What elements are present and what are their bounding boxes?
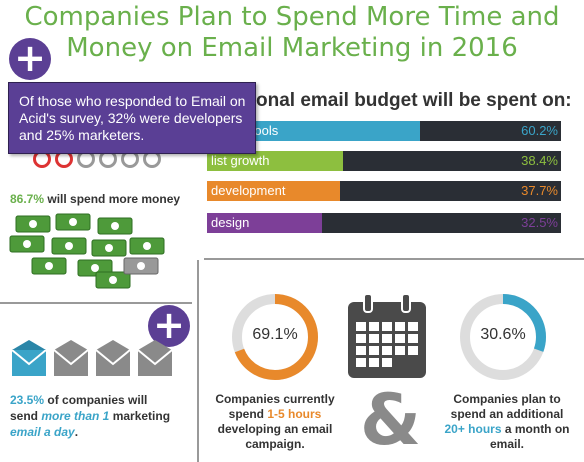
envelope-icon	[96, 340, 130, 376]
stat-text: Companies plan to	[453, 392, 561, 406]
budget-bar-fill	[207, 213, 322, 233]
stat-text: spend an additional	[450, 407, 564, 421]
divider	[0, 302, 192, 304]
envelope-icon	[138, 340, 172, 376]
additional-hours-stat: Companies plan to spend an additional 20…	[432, 392, 582, 452]
budget-bar-value: 38.4%	[521, 153, 558, 168]
spend-more-text: will spend more money	[44, 192, 181, 206]
envelope-icon	[11, 340, 47, 376]
divider	[197, 260, 199, 462]
calendar-icon	[348, 293, 426, 378]
donut-1-value: 69.1%	[252, 326, 298, 343]
budget-heading: onal email budget will be spent on:	[256, 90, 572, 111]
donut-chart-hours	[232, 294, 318, 380]
email-stat-text: .	[74, 425, 79, 439]
budget-bar: design 32.5%	[207, 213, 561, 233]
email-stat-highlight: email a day	[10, 425, 75, 439]
divider	[204, 258, 584, 260]
stat-highlight: 1-5 hours	[267, 407, 322, 421]
expand-plus-button[interactable]: +	[9, 38, 51, 80]
donut-2-value: 30.6%	[480, 326, 526, 343]
stat-text: spend	[228, 407, 268, 421]
current-hours-stat: Companies currently spend 1-5 hours deve…	[206, 392, 344, 452]
info-tooltip: Of those who responded to Email on Acid'…	[8, 82, 256, 154]
budget-bar-fill	[207, 181, 340, 201]
donut-chart-additional-hours	[460, 294, 546, 380]
money-stack-icon	[9, 213, 165, 289]
budget-bar-fill	[207, 121, 420, 141]
donut-1-arc	[232, 294, 318, 380]
budget-bar: list growth 38.4%	[207, 151, 561, 171]
spend-more-stat: 86.7% will spend more money	[10, 192, 180, 206]
budget-bar: development 37.7%	[207, 181, 561, 201]
budget-bar-value: 37.7%	[521, 183, 558, 198]
plus-icon: +	[14, 36, 46, 80]
donut-2-arc	[460, 294, 546, 380]
email-stat-text: send	[10, 409, 42, 423]
title-line-1: Companies Plan to Spend More Time and	[24, 2, 560, 32]
ampersand-graphic: &	[360, 379, 422, 461]
page-title: Companies Plan to Spend More Time and Mo…	[0, 2, 584, 64]
budget-bar-label: design	[211, 215, 250, 230]
envelope-icons-row	[11, 340, 173, 376]
stat-text: developing an email	[217, 422, 333, 436]
email-stat-pct: 23.5%	[10, 393, 45, 407]
budget-bar-value: 60.2%	[521, 123, 558, 138]
budget-bar-fill	[207, 151, 343, 171]
plus-icon: +	[153, 303, 185, 347]
budget-bar-label: development	[211, 183, 286, 198]
title-line-2: Money on Email Marketing in 2016	[66, 33, 518, 63]
budget-bar-value: 32.5%	[521, 215, 558, 230]
email-stat-text: of companies will	[44, 393, 148, 407]
email-stat-highlight: more than 1	[41, 409, 110, 423]
budget-bar-label: list growth	[211, 153, 270, 168]
spend-more-pct: 86.7%	[10, 192, 45, 206]
stat-text: email.	[489, 437, 525, 451]
email-stat-text: marketing	[109, 409, 171, 423]
stat-text: a month on	[501, 422, 570, 436]
emails-per-day-stat: 23.5% of companies will send more than 1…	[10, 392, 170, 440]
stat-text: campaign.	[245, 437, 305, 451]
envelope-icon	[54, 340, 88, 376]
stat-highlight: 20+ hours	[444, 422, 502, 436]
stat-text: Companies currently	[215, 392, 335, 406]
